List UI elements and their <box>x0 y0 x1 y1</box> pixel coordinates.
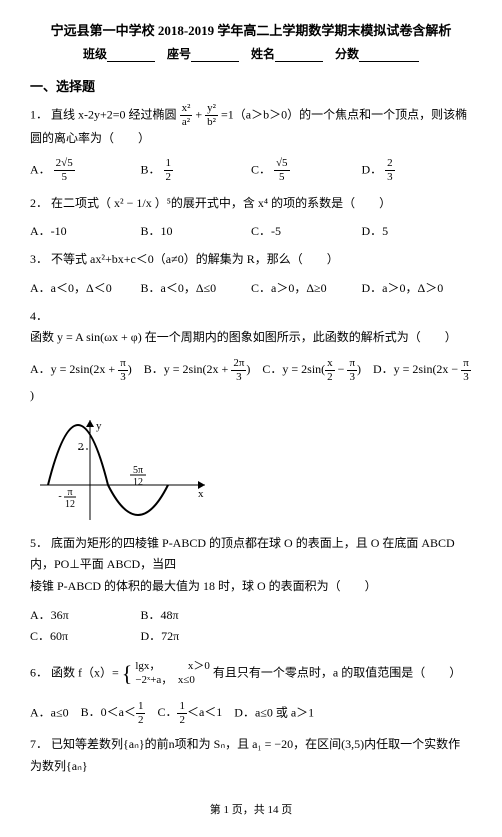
q1-stem-a: 直线 x-2y+2=0 经过椭圆 <box>51 107 177 121</box>
q4-choice-c: C．y = 2sin(x2 − π3) <box>262 362 361 376</box>
q3-choice-a: A．a＜0，Δ＜0 <box>30 279 141 296</box>
question-5: 5． 底面为矩形的四棱锥 P-ABCD 的顶点都在球 O 的表面上，且 O 在底… <box>30 533 472 598</box>
name-label: 姓名 <box>251 47 275 61</box>
q4-choice-b: B．y = 2sin(2x + 2π3) <box>144 362 251 376</box>
brace-icon: { <box>122 661 133 686</box>
question-2: 2． 在二项式（ x² − 1/x ）⁵的展开式中，含 x⁴ 的项的系数是（ ） <box>30 193 472 215</box>
question-1: 1． 直线 x-2y+2=0 经过椭圆 x²a² + y²b² =1（a＞b＞0… <box>30 103 472 150</box>
q6-choice-c: C．12＜a＜1 <box>157 705 222 719</box>
section-1-heading: 一、选择题 <box>30 76 472 95</box>
q6-choice-a: A．a≤0 <box>30 705 69 719</box>
q2-choice-a: A．-10 <box>30 222 141 239</box>
svg-text:12: 12 <box>133 477 143 488</box>
q3-stem: 不等式 ax²+bx+c＜0（a≠0）的解集为 R，那么（ ） <box>51 252 339 266</box>
plus-sign: + <box>195 107 202 121</box>
class-blank <box>107 49 155 62</box>
ellipse-frac-y: y²b² <box>205 103 218 128</box>
q1-choices: A． 2√55 B． 12 C． √55 D． 23 <box>30 158 472 183</box>
q6-choice-d: D．a≤0 或 a＞1 <box>234 705 314 719</box>
question-3: 3． 不等式 ax²+bx+c＜0（a≠0）的解集为 R，那么（ ） <box>30 249 472 271</box>
q3-num: 3． <box>30 252 48 266</box>
q1-choice-c: C． √55 <box>251 158 362 183</box>
sine-graph: y x 2 - π 12 5π 12 <box>30 415 210 525</box>
q4-stem: 函数 y = A sin(ωx + φ) 在一个周期内的图象如图所示，此函数的解… <box>30 330 457 344</box>
question-6: 6． 函数 f（x）= { lgx， x＞0 −2ˣ+a， x≤0 有且只有一个… <box>30 654 472 694</box>
q6-choices: A．a≤0 B．0＜a＜12 C．12＜a＜1 D．a≤0 或 a＞1 <box>30 701 472 726</box>
q3-choices: A．a＜0，Δ＜0 B．a＜0，Δ≤0 C．a＞0，Δ≥0 D．a＞0，Δ＞0 <box>30 279 472 296</box>
page-footer: 第 1 页，共 14 页 <box>30 801 472 817</box>
q5-choice-b: B．48π <box>141 606 252 623</box>
q1-choice-a: A． 2√55 <box>30 158 141 183</box>
q7-stem: 已知等差数列{aₙ}的前n项和为 Sₙ，且 a₁ = −20，在区间(3,5)内… <box>30 737 460 773</box>
seat-blank <box>191 49 239 62</box>
page-title: 宁远县第一中学校 2018-2019 学年高二上学期数学期末模拟试卷含解析 <box>30 20 472 39</box>
name-blank <box>275 49 323 62</box>
amp-label: 2 <box>78 441 84 453</box>
q6-choice-b: B．0＜a＜12 <box>81 705 146 719</box>
seat-label: 座号 <box>167 47 191 61</box>
y-axis-label: y <box>96 420 102 432</box>
q3-choice-b: B．a＜0，Δ≤0 <box>141 279 252 296</box>
q5-choice-c: C．60π <box>30 627 141 644</box>
q5-choice-d: D．72π <box>141 627 252 644</box>
q7-num: 7． <box>30 737 48 751</box>
svg-text:-: - <box>58 491 61 502</box>
q2-choice-b: B．10 <box>141 222 252 239</box>
q4-num: 4． <box>30 309 48 323</box>
q5-num: 5． <box>30 536 48 550</box>
ellipse-frac-x: x²a² <box>180 103 193 128</box>
question-7: 7． 已知等差数列{aₙ}的前n项和为 Sₙ，且 a₁ = −20，在区间(3,… <box>30 734 472 777</box>
q5-stem-a: 底面为矩形的四棱锥 P-ABCD 的顶点都在球 O 的表面上，且 O 在底面 A… <box>30 536 455 572</box>
svg-text:5π: 5π <box>133 465 143 476</box>
question-4: 4． 函数 y = A sin(ωx + φ) 在一个周期内的图象如图所示，此函… <box>30 306 472 349</box>
x-axis-label: x <box>198 488 204 500</box>
neg-tick-label: - π 12 <box>58 487 76 510</box>
q5-stem-b: 棱锥 P-ABCD 的体积的最大值为 18 时，球 O 的表面积为（ ） <box>30 579 377 593</box>
q6-stem-pre: 函数 f（x）= <box>51 665 119 679</box>
q4-choice-a: A．y = 2sin(2x + π3) <box>30 362 132 376</box>
q2-stem: 在二项式（ x² − 1/x ）⁵的展开式中，含 x⁴ 的项的系数是（ ） <box>51 196 391 210</box>
header-fields: 班级 座号 姓名 分数 <box>30 45 472 62</box>
svg-text:π: π <box>67 487 72 498</box>
q2-choice-d: D．5 <box>362 222 473 239</box>
q3-choice-d: D．a＞0，Δ＞0 <box>362 279 473 296</box>
q6-stem-post: 有且只有一个零点时，a 的取值范围是（ ） <box>213 665 461 679</box>
q4-choices: A．y = 2sin(2x + π3) B．y = 2sin(2x + 2π3)… <box>30 357 472 407</box>
score-label: 分数 <box>335 47 359 61</box>
class-label: 班级 <box>83 47 107 61</box>
q1-choice-d: D． 23 <box>362 158 473 183</box>
svg-text:12: 12 <box>65 499 75 510</box>
score-blank <box>359 49 419 62</box>
q2-choice-c: C．-5 <box>251 222 362 239</box>
piecewise: lgx， x＞0 −2ˣ+a， x≤0 <box>135 659 210 688</box>
q3-choice-c: C．a＞0，Δ≥0 <box>251 279 362 296</box>
q2-num: 2． <box>30 196 48 210</box>
q1-num: 1． <box>30 107 48 121</box>
q2-choices: A．-10 B．10 C．-5 D．5 <box>30 222 472 239</box>
q5-choices: A．36π B．48π C．60π D．72π <box>30 606 472 644</box>
q6-num: 6． <box>30 665 48 679</box>
q1-choice-b: B． 12 <box>141 158 252 183</box>
q5-choice-a: A．36π <box>30 606 141 623</box>
